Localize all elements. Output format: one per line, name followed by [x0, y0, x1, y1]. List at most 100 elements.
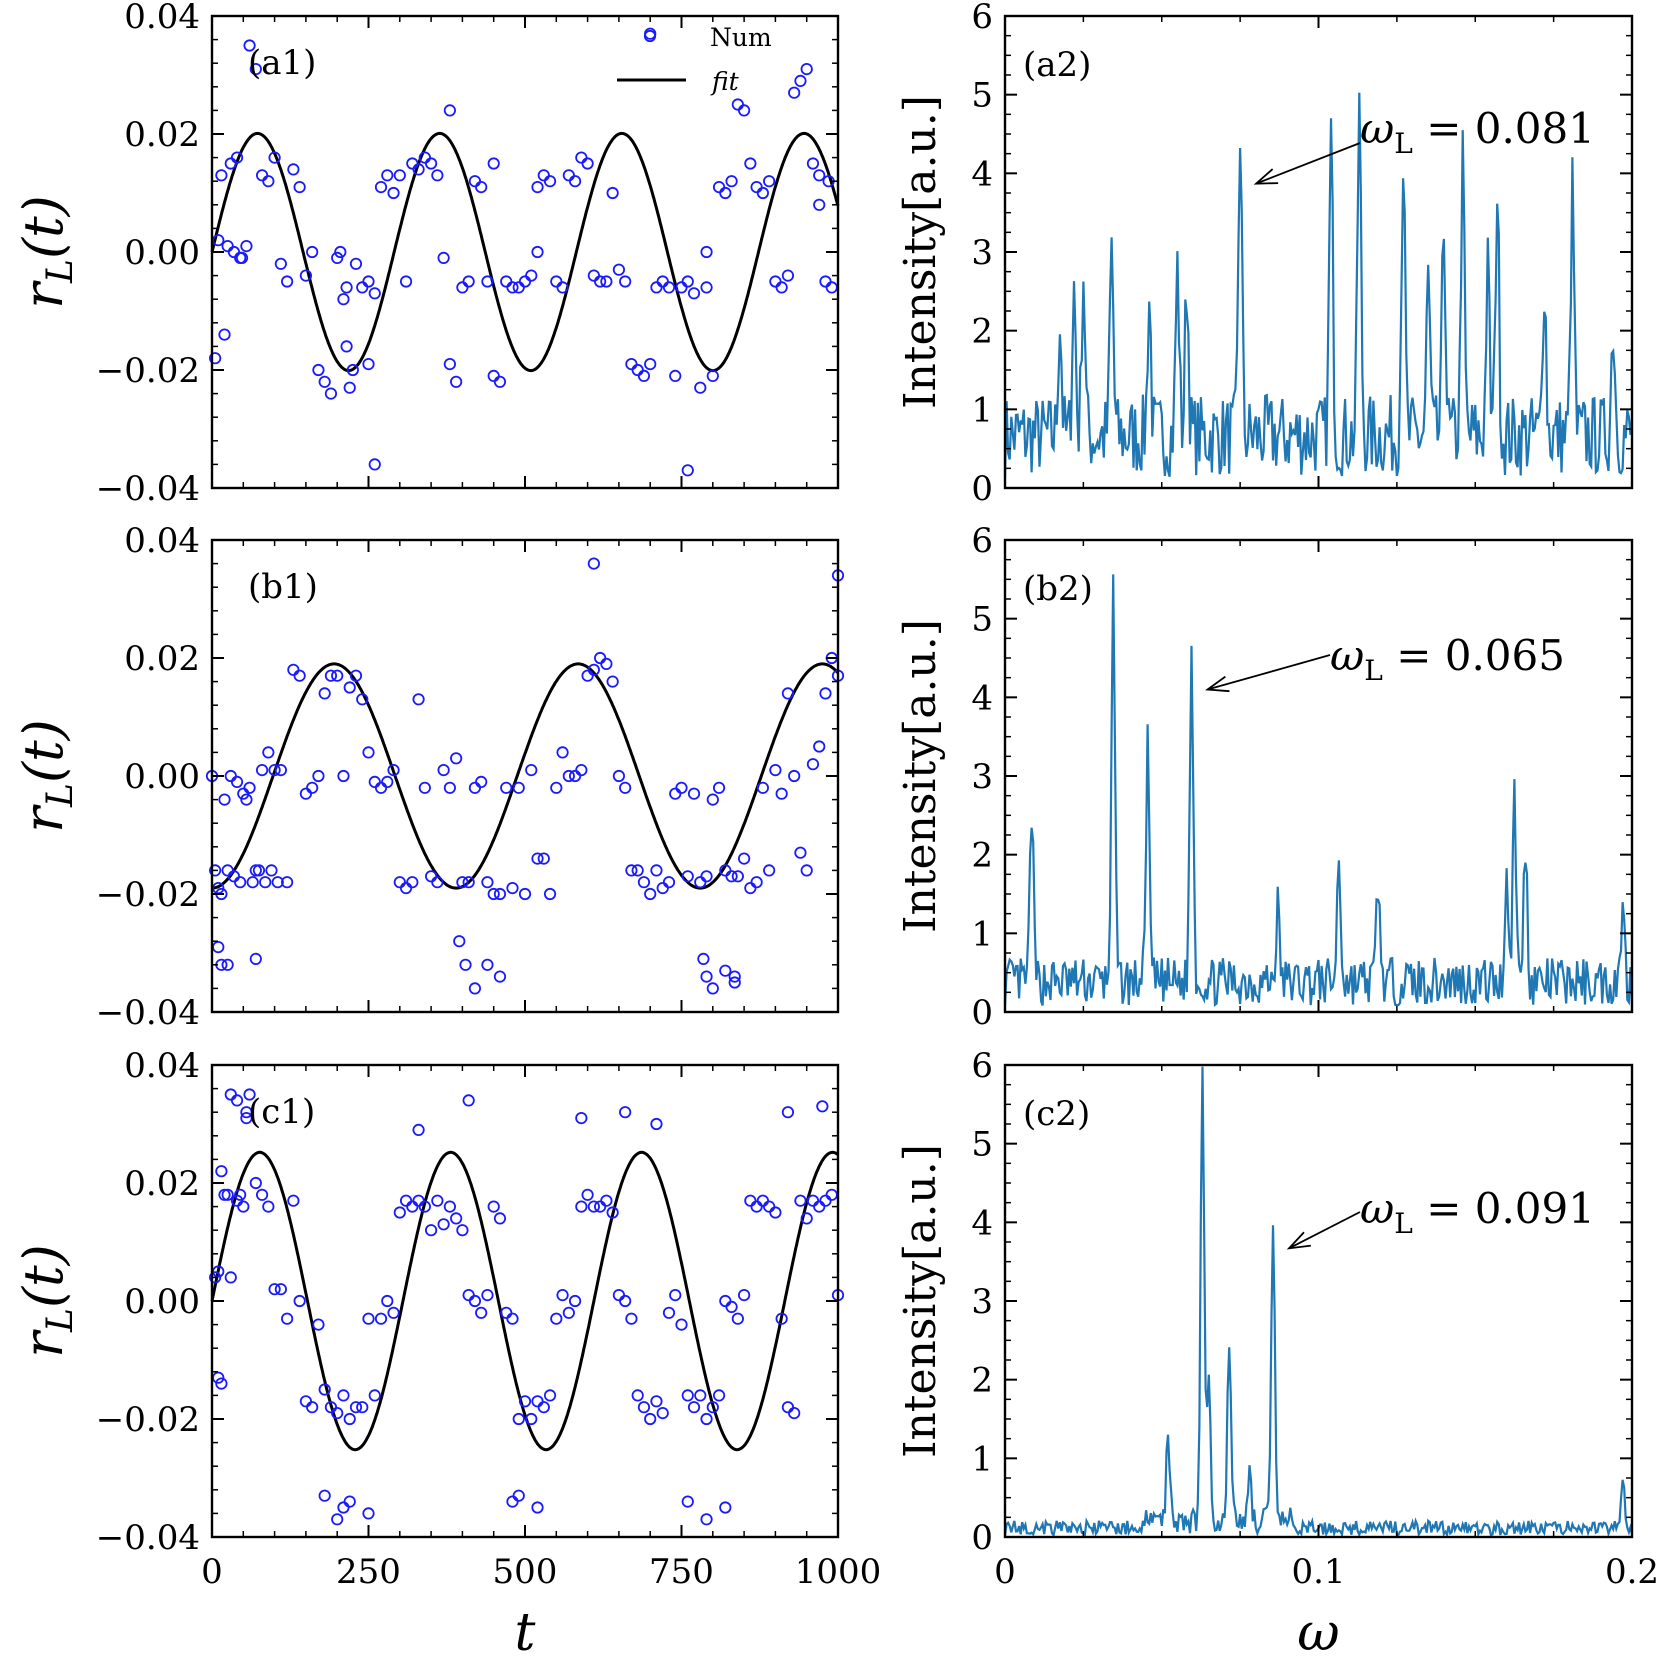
data-point — [487, 1200, 500, 1213]
data-point — [412, 693, 425, 706]
data-point — [675, 781, 688, 794]
data-point — [650, 1117, 663, 1131]
fit-curve — [210, 131, 840, 373]
data-point — [412, 163, 425, 176]
data-point — [781, 687, 795, 700]
data-point — [293, 1294, 306, 1308]
data-point — [744, 1194, 757, 1207]
data-point — [443, 1200, 456, 1213]
data-point — [227, 245, 241, 259]
data-point — [568, 1294, 582, 1308]
data-point — [575, 1112, 588, 1125]
fit-curve — [211, 662, 840, 890]
y-tick-label: 0 — [971, 993, 993, 1033]
data-point — [728, 976, 741, 989]
data-point — [694, 381, 707, 394]
data-point — [215, 169, 228, 182]
data-point — [669, 369, 682, 382]
y-tick-label: 0.04 — [124, 521, 200, 561]
data-point — [687, 787, 701, 800]
data-point — [594, 651, 607, 665]
panel-label: (a2) — [1023, 45, 1091, 85]
y-tick-label: 5 — [971, 1125, 993, 1165]
data-point — [349, 669, 363, 682]
data-point — [625, 864, 638, 877]
data-point — [687, 287, 701, 300]
data-point — [813, 198, 826, 211]
y-tick-label: 0.02 — [124, 1164, 200, 1204]
data-point — [806, 1194, 820, 1207]
data-point — [281, 275, 294, 288]
panel-b1: −0.04 −0.02 0.00 0.02 0.04 rL(t) (b1) — [12, 521, 845, 1033]
annotation-arrowhead — [1286, 1231, 1311, 1250]
data-point — [612, 769, 626, 783]
data-point — [387, 186, 400, 200]
data-point — [318, 1489, 331, 1502]
data-point — [346, 363, 359, 377]
data-point — [800, 1212, 813, 1225]
data-point — [268, 1283, 281, 1296]
x-axis-label: ω — [1297, 1603, 1339, 1661]
data-point — [412, 1194, 425, 1207]
annotation-label: ωL = 0.091 — [1360, 1184, 1595, 1240]
data-point — [462, 275, 475, 288]
data-point — [475, 181, 488, 194]
y-label-sub: L — [40, 1308, 81, 1333]
data-point — [706, 369, 719, 382]
data-point — [481, 275, 494, 288]
data-point — [240, 1106, 253, 1119]
annotation-value: = 0.091 — [1413, 1184, 1595, 1233]
data-point — [418, 1200, 431, 1213]
data-point — [343, 381, 356, 394]
data-point — [631, 363, 644, 377]
data-point — [694, 876, 707, 889]
data-point — [606, 186, 619, 200]
y-tick-label: 0.00 — [124, 1282, 200, 1322]
data-point — [525, 1412, 538, 1426]
data-point — [575, 151, 588, 164]
data-point — [368, 775, 381, 789]
data-point — [506, 1495, 519, 1508]
data-point — [612, 263, 626, 276]
data-point — [418, 781, 431, 794]
data-point — [393, 169, 406, 182]
data-point — [368, 458, 381, 471]
y-axis-label: rL(t) — [12, 1244, 81, 1358]
data-point — [763, 1200, 776, 1213]
data-point — [252, 864, 266, 877]
data-point — [362, 357, 375, 371]
data-point — [462, 1289, 475, 1302]
data-point — [493, 1212, 507, 1225]
data-point — [262, 175, 275, 188]
data-point — [531, 181, 544, 194]
y-tick-label: 0.02 — [124, 115, 200, 155]
data-point — [600, 275, 613, 288]
annotation-label: ωL = 0.065 — [1330, 631, 1565, 687]
data-point — [246, 876, 259, 889]
data-point — [825, 281, 838, 294]
annotation-value: = 0.065 — [1383, 631, 1565, 680]
data-point — [306, 1401, 319, 1414]
data-point — [443, 781, 456, 794]
data-point — [459, 958, 472, 971]
data-point — [450, 752, 463, 765]
data-point — [819, 1194, 832, 1207]
data-point — [819, 275, 832, 288]
data-point — [756, 186, 769, 200]
data-point — [556, 281, 569, 294]
data-point — [234, 876, 247, 889]
data-point — [255, 169, 269, 182]
data-point — [756, 1194, 769, 1207]
y-tick-label: 0.04 — [124, 0, 200, 37]
y-label-base: r — [12, 280, 75, 309]
data-point — [562, 169, 575, 182]
data-point — [221, 1188, 234, 1201]
data-point — [268, 151, 281, 164]
data-point — [537, 852, 550, 865]
b1-frame — [210, 538, 840, 1014]
data-point — [719, 1294, 732, 1308]
data-point — [712, 1389, 726, 1402]
data-point — [281, 1312, 294, 1325]
data-point — [337, 1389, 350, 1402]
data-point — [387, 1306, 400, 1319]
